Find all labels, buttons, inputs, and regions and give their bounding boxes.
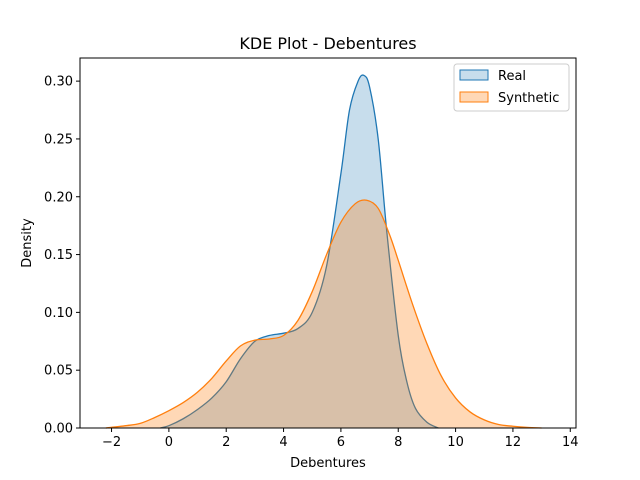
y-tick-label: 0.25: [44, 132, 73, 147]
x-tick-label: 8: [394, 435, 402, 450]
y-tick-label: 0.15: [44, 248, 73, 263]
x-tick-label: 12: [505, 435, 522, 450]
y-tick-label: 0.10: [44, 306, 73, 321]
x-axis-label: Debentures: [290, 456, 366, 471]
y-tick-label: 0.20: [44, 190, 73, 205]
x-tick-label: 6: [337, 435, 345, 450]
series-area-synthetic: [105, 199, 542, 428]
x-axis: −2 0 2 4 6 8 10 12 14: [102, 428, 579, 450]
y-axis: 0.00 0.05 0.10 0.15 0.20 0.25 0.30: [44, 75, 80, 437]
axes-frame: [79, 57, 577, 429]
series-line-real: [160, 74, 439, 429]
legend-frame: [453, 63, 570, 112]
chart-title: KDE Plot - Debentures: [239, 34, 416, 53]
series-line-synthetic: [105, 199, 542, 429]
legend: Real Synthetic: [453, 63, 570, 112]
x-tick-label: 4: [279, 435, 287, 450]
x-tick-label: 2: [222, 435, 230, 450]
y-tick-label: 0.00: [44, 422, 73, 437]
x-tick-label: 0: [165, 435, 173, 450]
legend-label-synthetic: Synthetic: [498, 91, 559, 106]
legend-swatch-synthetic: [459, 91, 489, 103]
plot-area: [105, 74, 542, 429]
y-tick-label: 0.05: [44, 364, 73, 379]
x-tick-label: −2: [102, 435, 121, 450]
x-tick-label: 10: [447, 435, 464, 450]
legend-label-real: Real: [498, 69, 526, 84]
y-tick-label: 0.30: [44, 75, 73, 90]
legend-swatch-real: [459, 69, 489, 81]
x-tick-label: 14: [562, 435, 579, 450]
y-axis-label: Density: [20, 218, 35, 268]
series-area-real: [160, 75, 439, 428]
